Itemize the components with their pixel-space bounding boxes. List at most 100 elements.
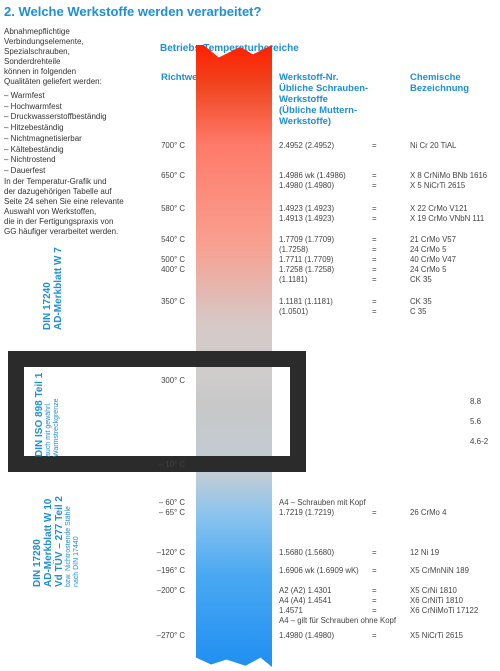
material-number: 1.7219 (1.7219) <box>279 508 335 517</box>
chemical-designation: X5 NiCrTi 2615 <box>410 631 464 640</box>
equals-sign: = <box>372 255 377 264</box>
column-header-richtwerte: Richtwerte <box>161 72 210 83</box>
header-line: Werkstoffe) <box>279 116 332 127</box>
vertical-label-line: Vd TÜV – 277 Teil 2 <box>54 496 65 587</box>
material-number: 1.4980 (1.4980) <box>279 631 335 640</box>
intro-line: Verbindungselemente, <box>4 37 84 46</box>
chemical-designation: C 35 <box>410 307 427 316</box>
temperature-value: – 10° C <box>158 460 185 469</box>
temperature-value: 500° C <box>161 255 185 264</box>
material-number: A4 (A4) 1.4541 <box>279 596 332 605</box>
equals-sign: = <box>372 596 377 605</box>
material-number: 1.4923 (1.4923) <box>279 204 335 213</box>
chemical-designation: X6 CrNiMoTi 17122 <box>410 606 479 615</box>
intro2-line: GG häufiger verarbeitet werden. <box>4 227 119 236</box>
din-17280-label: DIN 17280 AD-Merkblatt W 10 Vd TÜV – 277… <box>32 496 81 587</box>
equals-sign: = <box>372 275 377 284</box>
intro2-line: Seite 24 sehen Sie eine relevante <box>4 197 124 206</box>
equals-sign: = <box>372 548 377 557</box>
section-heading: Betriebs-Temperaturbereiche <box>160 43 299 54</box>
intro-line: Sonderdrehteile <box>4 57 61 66</box>
temperature-value: 580° C <box>161 204 185 213</box>
list-item: – Hitzebeständig <box>4 123 64 133</box>
material-number: 1.4986 wk (1.4986) <box>279 171 346 180</box>
chemical-designation: 12 Ni 19 <box>410 548 440 557</box>
temperature-value: – 65° C <box>158 508 185 517</box>
list-item: – Nichtrostend <box>4 155 56 165</box>
temperature-value: 350° C <box>161 297 185 306</box>
intro2-line: In der Temperatur-Grafik und <box>4 177 107 186</box>
din-17240-label: DIN 17240 AD-Merkblatt W 7 <box>42 247 64 330</box>
material-number: 2.4952 (2.4952) <box>279 141 335 150</box>
chemical-designation: X 8 CrNiMo BNb 1616 <box>410 171 488 180</box>
page-title: 2. Welche Werkstoffe werden verarbeitet? <box>4 4 262 19</box>
header-line: Werkstoff-Nr. <box>279 72 339 83</box>
list-item: – Hochwarmfest <box>4 101 62 111</box>
temperature-value: 700° C <box>161 141 185 150</box>
material-number: (1.1181) <box>279 275 308 284</box>
equals-sign: = <box>372 141 377 150</box>
intro-line: Spezialschrauben, <box>4 47 70 56</box>
vertical-label-line: DIN 17280 <box>32 539 43 587</box>
material-number: 1.4913 (1.4923) <box>279 214 335 223</box>
material-number: A2 (A2) 1.4301 <box>279 586 332 595</box>
chemical-designation: 40 CrMo V47 <box>410 255 456 264</box>
equals-sign: = <box>372 297 377 306</box>
temperature-value: 650° C <box>161 171 185 180</box>
vertical-label-line: DIN 17240 <box>42 282 53 330</box>
equals-sign: = <box>372 586 377 595</box>
intro-text-2: In der Temperatur-Grafik und der dazugeh… <box>4 177 124 237</box>
equals-sign: = <box>372 606 377 615</box>
list-item: – Kältebeständig <box>4 144 64 154</box>
din-iso-898-frame <box>8 351 306 472</box>
header-line: (Übliche Muttern- <box>279 105 358 116</box>
chemical-designation: 24 CrMo 5 <box>410 265 447 274</box>
chemical-designation: X5 CrNi 1810 <box>410 586 457 595</box>
chemical-designation: 26 CrMo 4 <box>410 508 447 517</box>
intro-line: können in folgenden <box>4 67 77 76</box>
temperature-value: 300° C <box>161 376 185 385</box>
chemical-designation: Ni Cr 20 TiAL <box>410 141 457 150</box>
temperature-value: –200° C <box>156 586 185 595</box>
material-number: 1.6906 wk (1.6909 wK) <box>279 566 359 575</box>
intro2-line: der dazugehörigen Tabelle auf <box>4 187 112 196</box>
material-number: 1.7709 (1.7709) <box>279 235 335 244</box>
material-number: 1.7258 (1.7258) <box>279 265 335 274</box>
material-number: 1.5680 (1.5680) <box>279 548 335 557</box>
list-item: – Dauerfest <box>4 165 46 175</box>
vertical-label-line: Warmstreckgrenze <box>53 398 60 457</box>
equals-sign: = <box>372 265 377 274</box>
equals-sign: = <box>372 307 377 316</box>
vertical-label-line: bzw. Nichtrostende Stähle <box>65 506 72 587</box>
header-line: Chemische <box>410 72 461 83</box>
material-number: 1.4571 <box>279 606 303 615</box>
list-item: – Warmfest <box>4 91 45 100</box>
intro-text: Abnahmepflichtige Verbindungselemente, S… <box>4 27 154 87</box>
header-line: Übliche Schrauben- <box>279 83 369 94</box>
intro-line: Qualitäten geliefert werden: <box>4 77 102 86</box>
list-item: – Druckwasserstoffbeständig <box>4 112 107 122</box>
chemical-designation: X 5 NiCrTi 2615 <box>410 181 466 190</box>
temperature-value: 400° C <box>161 265 185 274</box>
material-number: 1.4980 (1.4980) <box>279 181 335 190</box>
chemical-designation: CK 35 <box>410 297 432 306</box>
equals-sign: = <box>372 508 377 517</box>
intro2-line: die in der Fertigungspraxis von <box>4 217 114 226</box>
intro2-line: Auswahl von Werkstoffen, <box>4 207 97 216</box>
equals-sign: = <box>372 214 377 223</box>
chemical-designation: 24 CrMo 5 <box>410 245 447 254</box>
intro-line: Abnahmepflichtige <box>4 27 70 36</box>
strength-class: 8.8 <box>470 397 482 406</box>
list-item: – Nichtmagnetisierbar <box>4 133 82 143</box>
material-number: (1.7258) <box>279 245 309 254</box>
chemical-designation: 21 CrMo V57 <box>410 235 456 244</box>
material-number: 1.1181 (1.1181) <box>279 297 333 306</box>
chemical-designation: CK 35 <box>410 275 432 284</box>
vertical-label-line: DIN ISO 898 Teil 1 <box>34 372 45 457</box>
temperature-value: –270° C <box>156 631 185 640</box>
equals-sign: = <box>372 171 377 180</box>
quality-list: – Warmfest – Hochwarmfest – Druckwassers… <box>4 91 107 177</box>
material-number: 1.7711 (1.7709) <box>279 255 334 264</box>
chemical-designation: X 19 CrMo VNbN 111 <box>410 214 485 223</box>
chemical-designation: X6 CrNiTi 1810 <box>410 596 464 605</box>
